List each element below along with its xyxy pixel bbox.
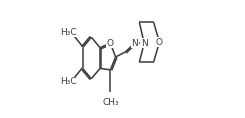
Text: N: N <box>141 39 147 48</box>
Text: O: O <box>107 39 114 48</box>
Text: N: N <box>131 39 138 48</box>
Text: H₃C: H₃C <box>60 28 76 37</box>
Text: O: O <box>156 38 163 47</box>
Text: CH₃: CH₃ <box>102 98 119 107</box>
Text: H₃C: H₃C <box>60 77 76 86</box>
